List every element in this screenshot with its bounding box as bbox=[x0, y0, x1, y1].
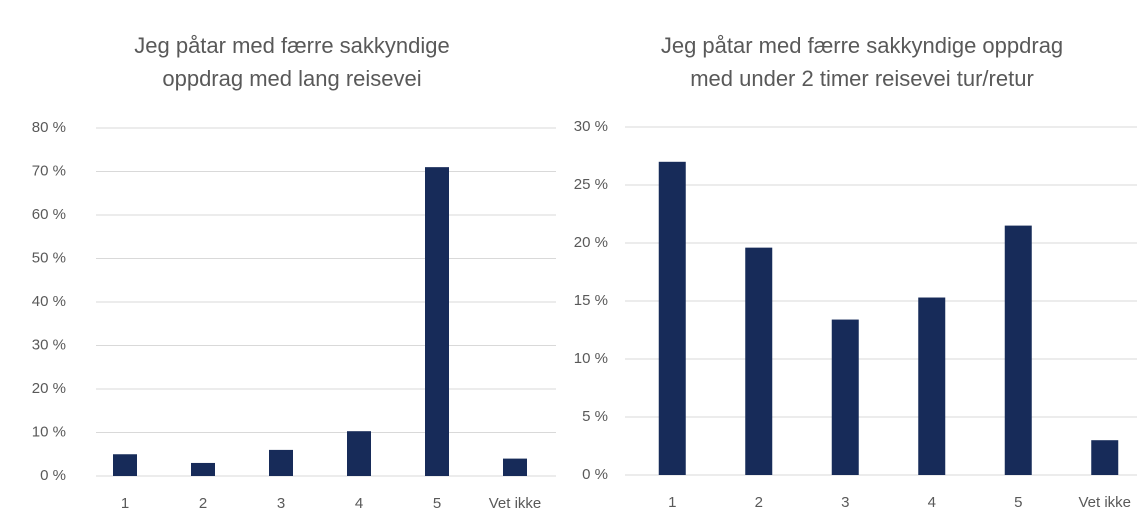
x-tick-label: Vet ikke bbox=[1078, 494, 1131, 511]
x-tick-label: 4 bbox=[355, 495, 363, 512]
x-tick-label: Vet ikke bbox=[489, 495, 542, 512]
chart-title: oppdrag med lang reisevei bbox=[162, 66, 421, 91]
bar bbox=[425, 167, 449, 476]
y-tick-label: 0 % bbox=[40, 467, 66, 484]
chart-title: med under 2 timer reisevei tur/retur bbox=[690, 66, 1034, 91]
y-tick-label: 70 % bbox=[32, 162, 66, 179]
x-tick-label: 2 bbox=[755, 494, 763, 511]
bar bbox=[1091, 440, 1119, 475]
y-tick-label: 10 % bbox=[32, 423, 66, 440]
x-tick-label: 3 bbox=[277, 495, 285, 512]
bar bbox=[503, 458, 527, 476]
y-tick-label: 80 % bbox=[32, 119, 66, 136]
x-tick-label: 5 bbox=[1014, 494, 1022, 511]
y-tick-label: 10 % bbox=[574, 350, 608, 367]
x-tick-label: 1 bbox=[668, 494, 676, 511]
bar bbox=[347, 431, 371, 476]
bar bbox=[269, 449, 293, 476]
y-tick-label: 20 % bbox=[32, 380, 66, 397]
x-tick-label: 5 bbox=[433, 495, 441, 512]
y-tick-label: 60 % bbox=[32, 206, 66, 223]
bar bbox=[113, 454, 137, 476]
y-tick-label: 15 % bbox=[574, 292, 608, 309]
x-tick-label: 1 bbox=[121, 495, 129, 512]
bar bbox=[191, 462, 215, 476]
y-tick-label: 5 % bbox=[582, 408, 608, 425]
bar bbox=[745, 247, 773, 475]
x-tick-label: 2 bbox=[199, 495, 207, 512]
chart-title: Jeg påtar med færre sakkyndige bbox=[134, 33, 450, 58]
chart-title: Jeg påtar med færre sakkyndige oppdrag bbox=[661, 33, 1063, 58]
bar bbox=[658, 161, 686, 476]
y-tick-label: 30 % bbox=[574, 118, 608, 135]
y-tick-label: 40 % bbox=[32, 293, 66, 310]
y-tick-label: 25 % bbox=[574, 176, 608, 193]
x-tick-label: 3 bbox=[841, 494, 849, 511]
y-tick-label: 30 % bbox=[32, 336, 66, 353]
bar bbox=[918, 297, 946, 475]
y-tick-label: 50 % bbox=[32, 249, 66, 266]
y-tick-label: 0 % bbox=[582, 466, 608, 483]
y-tick-label: 20 % bbox=[574, 234, 608, 251]
bar bbox=[1004, 225, 1032, 475]
x-tick-label: 4 bbox=[928, 494, 936, 511]
bar bbox=[831, 319, 859, 475]
